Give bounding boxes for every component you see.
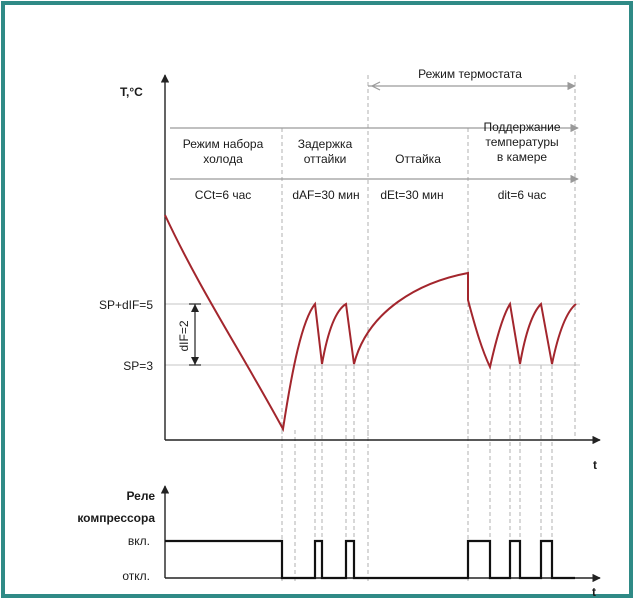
phase-2-title-line-2: оттайки (304, 152, 347, 166)
phase-4-duration: dit=6 час (498, 188, 547, 202)
phase-3-duration: dEt=30 мин (380, 188, 443, 202)
upper-level-label: SP+dIF=5 (99, 298, 153, 312)
lower-level-label: SP=3 (123, 359, 153, 373)
relay-state-line (165, 539, 575, 580)
phase-3-title: Оттайка (395, 152, 441, 166)
relay-off-label: откл. (122, 569, 150, 583)
phase-4-title-line-2: температуры (485, 135, 558, 149)
relay-title-line-1: Реле (126, 489, 155, 503)
phase-1-duration: CCt=6 час (195, 188, 252, 202)
temperature-curve (164, 214, 577, 433)
top-x-axis-label: t (593, 458, 597, 472)
phase-2-title-line-1: Задержка (298, 137, 353, 151)
phase-4-title-line-1: Поддержание (483, 120, 560, 134)
phase-1-title-line-2: холода (203, 152, 243, 166)
phase-arrows (170, 81, 579, 184)
hysteresis-marker (189, 303, 201, 366)
y-axis-label: T,°C (120, 85, 143, 99)
relay-x-axis-label: t (592, 585, 596, 599)
hysteresis-label: dIF=2 (177, 320, 191, 351)
phase-4-title-line-3: в камере (497, 150, 547, 164)
top-axes (160, 74, 601, 445)
relay-on-label: вкл. (128, 534, 150, 548)
thermostat-mode-label: Режим термостата (418, 67, 522, 81)
relay-title-line-2: компрессора (77, 511, 155, 525)
phase-1-title-line-1: Режим набора (183, 137, 264, 151)
phase-2-duration: dAF=30 мин (292, 188, 359, 202)
